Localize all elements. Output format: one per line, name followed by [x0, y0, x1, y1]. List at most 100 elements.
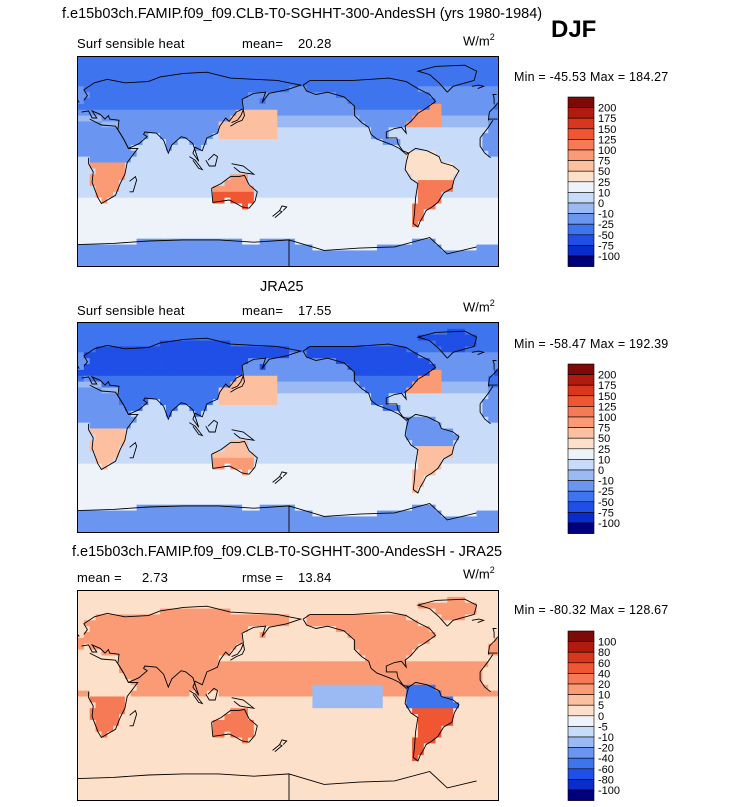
panel3-colorbar-tick-label: 0 [598, 711, 604, 723]
panel2-variable: Surf sensible heat [77, 303, 185, 318]
panel3-colorbar-tick-label: -100 [598, 785, 620, 797]
panel3-colorbar-box [567, 662, 595, 674]
panel3-colorbar-box [567, 673, 595, 685]
panel1-coastline-eurasia [81, 71, 498, 162]
panel1-coastline-antarctica [78, 237, 477, 266]
panel1-colorbar-tick-label: -75 [598, 240, 614, 252]
panel3-coastline-greenland [416, 598, 478, 627]
panel2-coastline-nz1 [279, 471, 288, 477]
panel2-colorbar-tick-label: -100 [598, 518, 620, 530]
panel2-colorbar-box [567, 459, 595, 471]
panel3-colorbar: 100 80 60 40 20 10 5 0 -5 -10 -20 -40 -60 -80 -100 [567, 630, 638, 801]
panel1-coastlines [78, 64, 498, 266]
panel1-coastline-australia [211, 174, 258, 209]
panel3-colorbar-box [567, 747, 595, 759]
panel2-colorbar-box [567, 469, 595, 481]
panel1-coastline-japan [230, 108, 245, 127]
panel1-coastline-samerica [404, 147, 460, 228]
panel3-colorbar-tick-label: 100 [598, 637, 616, 649]
panel3-coastline-africa [88, 652, 494, 739]
panel3-colorbar-box [567, 630, 595, 642]
panel3-coastline-newguinea [231, 697, 256, 709]
panel2-colorbar-box [567, 448, 595, 460]
panel2-colorbar-tick-label: -50 [598, 497, 614, 509]
panel1-colorbar-box [567, 139, 595, 151]
panel1-colorbar-box [567, 107, 595, 119]
panel3-colorbar-tick-label: -10 [598, 732, 614, 744]
panel1-colorbar-tick-label: -10 [598, 209, 614, 221]
panel2-coastline-greenland [416, 330, 478, 359]
panel3-colorbar-tick-label: 10 [598, 690, 610, 702]
panel2-mean-value: 17.55 [298, 303, 332, 318]
panel1-minmax: Min = -45.53 Max = 184.27 [514, 70, 668, 84]
panel1-colorbar-tick-label: 75 [598, 156, 610, 168]
panel2-field [78, 323, 498, 532]
panel1-coastline-namerica [302, 77, 437, 155]
panel2-colorbar-box [567, 427, 595, 439]
panel2-colorbar-box [567, 374, 595, 386]
panel2-colorbar-box [567, 480, 595, 492]
panel1-colorbar-box [567, 192, 595, 204]
figure-title: f.e15b03ch.FAMIP.f09_f09.CLB-T0-SGHHT-30… [62, 6, 543, 22]
panel3-coastline-japan [230, 642, 245, 661]
panel2-coastlines [78, 330, 498, 532]
panel2-colorbar-tick-label: 10 [598, 454, 610, 466]
panel1-colorbar-box [567, 213, 595, 225]
panel1-coastline-sumatra [189, 156, 204, 171]
panel3-colorbar-box [567, 651, 595, 664]
panel1-map-svg [78, 57, 498, 266]
panel3-colorbar-tick-label: -20 [598, 743, 614, 755]
panel3-coastline-australia [211, 708, 258, 743]
panel3-colorbar-tick-label: -5 [598, 721, 608, 733]
panel2-colorbar-tick-label: 50 [598, 433, 610, 445]
panel3-colorbar-tick-label: 40 [598, 668, 610, 680]
panel3-colorbar-box [567, 789, 595, 801]
season-label: DJF [551, 16, 597, 43]
panel2-colorbar-tick-label: 150 [598, 391, 616, 403]
panel2-colorbar-tick-label: -25 [598, 486, 614, 498]
panel1-colorbar-box [567, 181, 595, 193]
panel2-units-sup: 2 [489, 298, 495, 308]
panel3-min-value: -80.32 [549, 603, 587, 617]
panel2-max-label: Max = [589, 337, 626, 351]
panel3-coastline-namerica [302, 611, 437, 689]
panel3-colorbar-tick-label: 5 [598, 700, 604, 712]
panel3-rmse-label: rmse = [242, 570, 284, 585]
panel2-colorbar-box [567, 490, 595, 503]
panel3-colorbar-box [567, 736, 595, 748]
panel2-colorbar-box [567, 406, 595, 418]
panel1-mean-label: mean= [242, 36, 284, 51]
panel1-max-value: 184.27 [629, 70, 669, 84]
panel3-max-label: Max = [589, 603, 626, 617]
panel1-colorbar-box [567, 255, 595, 267]
panel1-map [77, 56, 499, 267]
panel3-colorbar-box [567, 715, 595, 727]
panel1-colorbar-tick-label: 175 [598, 113, 616, 125]
panel1-field [78, 57, 498, 266]
panel3-units: W/m2 [463, 565, 495, 581]
panel3-colorbar-box [567, 779, 595, 791]
panel3-mean-label: mean = [77, 570, 122, 585]
panel3-coastline-nz1 [279, 739, 288, 745]
panel1-colorbar-box [567, 160, 595, 172]
panel3-rmse-value: 13.84 [298, 570, 332, 585]
panel1-colorbar-box [567, 149, 595, 161]
panel1-colorbar-box [567, 170, 595, 183]
panel1-colorbar-box [567, 117, 595, 130]
panel3-colorbar-tick-label: 20 [598, 679, 610, 691]
panel2-units: W/m2 [463, 298, 495, 314]
panel2-colorbar: 200 175 150 125 100 75 50 25 10 0 -10 -25 -50 -75 -100 [567, 363, 638, 534]
panel3-coastlines [78, 598, 498, 800]
panel3-coastline-uk [78, 628, 497, 638]
panel3-colorbar-tick-label: -60 [598, 764, 614, 776]
panel2-colorbar-tick-label: 125 [598, 401, 616, 413]
panel2-colorbar-box [567, 522, 595, 534]
panel3-colorbar-tick-label: 60 [598, 658, 610, 670]
panel3-colorbar-tick-label: 80 [598, 647, 610, 659]
panel2-coastline-samerica [404, 413, 460, 494]
panel3-map-svg [78, 591, 498, 800]
panel3-colorbar-box [567, 694, 595, 706]
panel1-coastline-greenland [416, 64, 478, 93]
panel3-title: f.e15b03ch.FAMIP.f09_f09.CLB-T0-SGHHT-30… [72, 544, 503, 560]
